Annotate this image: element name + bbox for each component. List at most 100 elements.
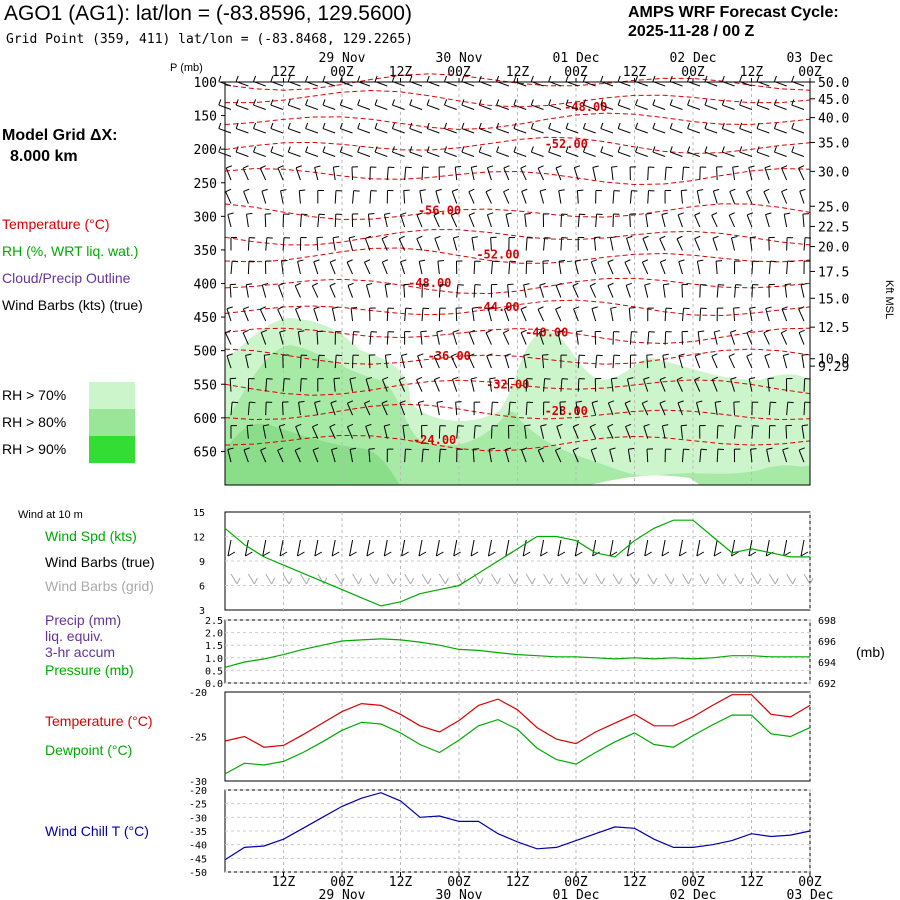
wind-barb-flag <box>600 146 604 153</box>
wind-barb-staff <box>556 426 562 439</box>
wind-barb <box>313 259 320 275</box>
top-time-tick-label: 12Z <box>740 65 764 80</box>
wind-barb <box>473 401 481 416</box>
wind-barb-flag <box>749 377 756 380</box>
wind-barb-staff <box>398 379 406 392</box>
wind-barb-staff <box>733 308 736 322</box>
wind-barb <box>629 354 637 369</box>
wind-barb <box>646 448 654 463</box>
wind-barb-staff <box>786 237 788 251</box>
wind-barb-staff <box>263 355 267 369</box>
wind-barb-staff <box>503 191 510 204</box>
wind-barb-staff <box>270 151 284 157</box>
wind-barb-staff <box>768 402 771 416</box>
wind-barb <box>540 424 547 439</box>
wind-barb <box>391 146 405 157</box>
wind-barb <box>748 377 756 392</box>
wind-barb-staff <box>243 191 249 204</box>
wind-barb-flag <box>626 235 633 239</box>
wind-barb-staff <box>288 151 301 157</box>
barb-staff <box>629 573 637 585</box>
wind-barb <box>768 236 775 251</box>
wind-barb-staff <box>661 214 666 228</box>
wind-barb-staff <box>782 355 788 369</box>
wind-barb-staff <box>751 261 754 275</box>
wind-barb <box>347 282 354 298</box>
wind-barb <box>452 376 459 392</box>
wind-barb-staff <box>486 167 492 181</box>
barb-flag <box>453 551 461 557</box>
wind-barb <box>346 400 354 416</box>
pressure-tick-label: 350 <box>194 244 217 259</box>
wind-barb-flag <box>247 424 254 427</box>
wind-barb-flag <box>544 237 551 239</box>
wind10m-barb-true <box>592 539 600 557</box>
wind-barb-staff <box>489 378 492 392</box>
wind-barb-flag <box>659 235 666 240</box>
wind-barb <box>400 259 407 275</box>
top-time-tick-label: 12Z <box>272 65 296 80</box>
wind10m-barb-grid <box>751 573 762 585</box>
wind-barb-flag <box>676 235 683 240</box>
wind-barb-staff <box>229 284 232 298</box>
wind-barb <box>317 213 325 228</box>
wind-barb-flag <box>261 329 267 333</box>
wind-barb <box>404 331 411 345</box>
wind-barb <box>381 259 389 275</box>
wind-barb-flag <box>391 75 395 82</box>
wind-barb <box>617 122 631 134</box>
wind-barb <box>595 213 603 228</box>
wind-barb-flag <box>451 212 457 216</box>
wind-barb-staff <box>329 285 336 298</box>
wind-barb-flag <box>773 122 777 129</box>
wind-barb-staff <box>490 425 493 439</box>
wind-barb <box>687 99 700 110</box>
barb-flag <box>722 577 727 585</box>
wind-barb-staff <box>627 449 631 463</box>
wind-barb-staff <box>576 190 579 204</box>
wind10m-ytick: 15 <box>193 508 205 519</box>
wind-barb-staff <box>281 261 284 275</box>
wind-barb-staff <box>555 285 562 298</box>
bottom-time-tick-label: 12Z <box>272 875 296 890</box>
rh80-swatch <box>89 409 135 436</box>
barb-flag <box>583 577 588 585</box>
isotherm-line <box>224 434 811 452</box>
wind-barb <box>765 306 772 322</box>
wind-barb-staff <box>791 104 805 110</box>
barb-flag <box>688 577 692 585</box>
wind-barb-staff <box>715 261 718 275</box>
wind-barb-staff <box>316 237 319 251</box>
wind-barb <box>763 329 770 345</box>
wind-barb <box>230 260 239 275</box>
wind-barb-flag <box>625 282 632 286</box>
wind-barb <box>612 331 620 345</box>
wind-barb-staff <box>278 285 284 298</box>
wind-barb-flag <box>555 165 562 169</box>
wind-barb-flag <box>798 306 805 310</box>
wind-barb <box>629 331 638 345</box>
wind-barb-staff <box>450 356 458 369</box>
wind-barb-staff <box>801 425 805 439</box>
wind-barb <box>263 354 271 369</box>
wind-barb <box>748 165 755 181</box>
wind-barb-staff <box>662 284 666 298</box>
wind-barb-flag <box>661 212 668 215</box>
wind-barb <box>242 329 249 345</box>
wind-barb <box>245 283 253 298</box>
wind-barb-staff <box>643 379 649 392</box>
wind-barb-flag <box>218 122 222 129</box>
wind-barb-staff <box>629 331 632 345</box>
wind-barb <box>624 259 631 275</box>
wind-barb-flag <box>504 353 512 357</box>
wind-barb-flag <box>426 99 430 106</box>
wind-barb-staff <box>365 426 371 439</box>
wind-barb-staff <box>242 308 249 322</box>
wind-barb-flag <box>452 376 459 380</box>
pressure-unit-label: (mb) <box>856 644 885 660</box>
wind-barb <box>502 329 510 345</box>
wind-barb <box>278 282 285 298</box>
wind-barb <box>253 146 266 157</box>
wind-barb-flag <box>766 447 773 450</box>
wind-barb-staff <box>349 449 354 463</box>
